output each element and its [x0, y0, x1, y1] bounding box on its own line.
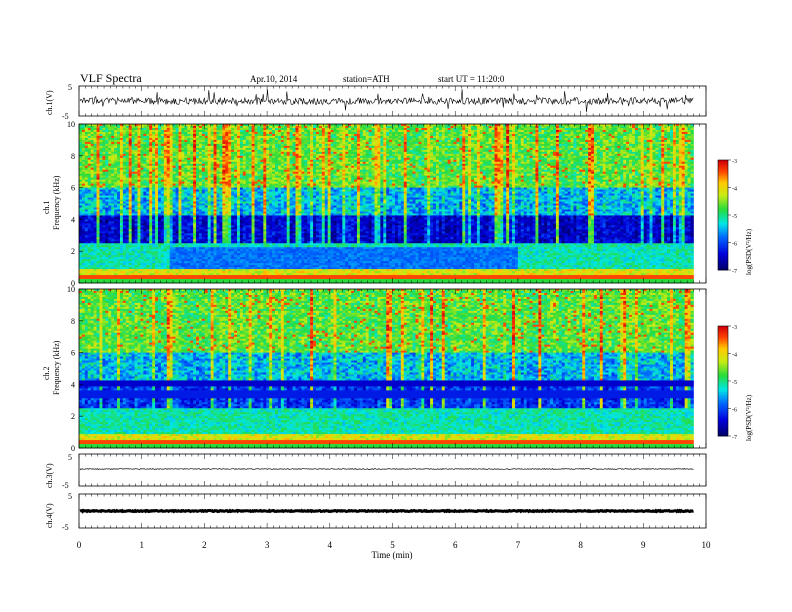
- ch4-ytick-bottom: -5: [62, 523, 69, 532]
- ch4-ytick-top: 5: [68, 492, 72, 501]
- spec1-ylabel-frequency: Frequency (kHz): [52, 175, 61, 230]
- frequency-tick-label: 10: [67, 285, 75, 294]
- ch1-ytick-top: 5: [68, 83, 72, 92]
- colorbar-tick-label: -3: [732, 325, 737, 331]
- time-tick-label: 9: [641, 540, 646, 550]
- frequency-tick-label: 4: [71, 380, 75, 389]
- ch4-ylabel: ch.4(V): [45, 503, 54, 528]
- time-tick-label: 7: [516, 540, 521, 550]
- time-axis-label: Time (min): [372, 550, 413, 560]
- frequency-tick-label: 2: [71, 412, 75, 421]
- cb1-label: log(PSD(V²/Hz): [745, 228, 753, 275]
- colorbar-tick-label: -4: [732, 353, 737, 359]
- time-axis-tick-labels: 0 1 2 3 4 5 6 7 8 9 10: [77, 540, 711, 550]
- ch1-waveform-panel: 5 -5 ch.1(V): [45, 83, 706, 121]
- ch3-trace: [80, 469, 694, 470]
- ch1-colorbar: -3 -4 -5 -6 -7 log(PSD(V²/Hz): [718, 159, 753, 275]
- figure-station: station=ATH: [343, 74, 390, 84]
- figure-title: VLF Spectra: [80, 71, 142, 85]
- ch1-spectrogram-cells: [79, 124, 694, 283]
- frequency-tick-label: 6: [71, 349, 75, 358]
- ch2-colorbar-gradient: [718, 326, 728, 436]
- frequency-tick-label: 8: [71, 317, 75, 326]
- spec2-ylabel-frequency: Frequency (kHz): [52, 340, 61, 395]
- frequency-tick-label: 0: [71, 444, 75, 453]
- ch1-colorbar-ticks: -3 -4 -5 -6 -7: [728, 159, 737, 275]
- figure-date: Apr.10, 2014: [250, 74, 298, 84]
- ch3-waveform-panel: 5 -5 ch.3(V): [45, 453, 706, 490]
- time-tick-label: 1: [139, 540, 144, 550]
- colorbar-tick-label: -6: [732, 242, 737, 248]
- spec1-ylabel-channel: ch.1: [42, 200, 51, 214]
- frequency-tick-label: 8: [71, 152, 75, 161]
- time-tick-label: 0: [77, 540, 82, 550]
- ch2-colorbar: -3 -4 -5 -6 -7 log(PSD(V²/Hz): [718, 325, 753, 441]
- frequency-tick-label: 4: [71, 215, 75, 224]
- colorbar-tick-label: -5: [732, 380, 737, 386]
- time-tick-label: 6: [453, 540, 458, 550]
- colorbar-tick-label: -5: [732, 214, 737, 220]
- colorbar-tick-label: -4: [732, 187, 737, 193]
- colorbar-tick-label: -3: [732, 159, 737, 165]
- ch2-colorbar-ticks: -3 -4 -5 -6 -7: [728, 325, 737, 441]
- ch1-trace: [80, 89, 694, 112]
- frequency-tick-label: 2: [71, 247, 75, 256]
- ch3-ytick-bottom: -5: [62, 481, 69, 490]
- spec2-ylabel-channel: ch.2: [42, 366, 51, 380]
- ch1-ylabel: ch.1(V): [45, 90, 54, 115]
- colorbar-tick-label: -7: [732, 435, 737, 441]
- ch2-spectrogram-panel: 0 2 4 6 8 10 ch.2 Frequency (kHz): [42, 285, 706, 453]
- ch4-waveform-panel: 5 -5 ch.4(V): [45, 492, 706, 532]
- ch3-ylabel: ch.3(V): [45, 463, 54, 488]
- time-tick-label: 8: [578, 540, 583, 550]
- frequency-tick-label: 10: [67, 120, 75, 129]
- ch1-colorbar-gradient: [718, 160, 728, 270]
- ch4-trace: [80, 511, 694, 512]
- ch2-spectrogram-cells: [79, 289, 694, 448]
- cb2-label: log(PSD(V²/Hz): [745, 394, 753, 441]
- time-tick-label: 5: [390, 540, 395, 550]
- time-tick-label: 2: [202, 540, 207, 550]
- ch3-ytick-top: 5: [68, 453, 72, 462]
- figure-start-time: start UT = 11:20:0: [438, 74, 505, 84]
- colorbar-tick-label: -6: [732, 408, 737, 414]
- frequency-tick-label: 6: [71, 184, 75, 193]
- time-tick-label: 10: [702, 540, 712, 550]
- time-tick-label: 4: [328, 540, 333, 550]
- colorbar-tick-label: -7: [732, 269, 737, 275]
- time-tick-label: 3: [265, 540, 270, 550]
